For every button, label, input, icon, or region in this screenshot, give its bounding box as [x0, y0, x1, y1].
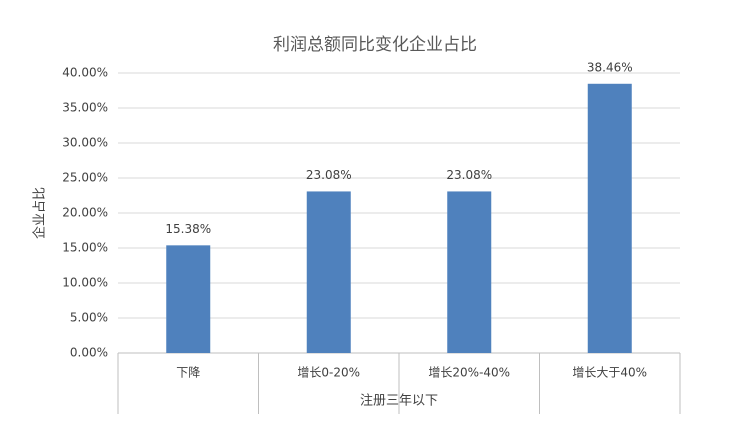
y-axis-label: 企业占比: [32, 187, 48, 239]
x-tick-label: 增长大于40%: [572, 366, 647, 380]
y-tick-label: 0.00%: [70, 346, 108, 360]
x-tick-label: 增长0-20%: [297, 366, 360, 380]
y-tick-label: 10.00%: [62, 276, 108, 290]
y-tick-label: 25.00%: [62, 171, 108, 185]
bar: [306, 191, 351, 353]
bar: [447, 191, 492, 353]
value-label: 38.46%: [587, 60, 633, 74]
y-tick-label: 40.00%: [62, 66, 108, 80]
value-label: 23.08%: [306, 168, 352, 182]
bar: [587, 83, 632, 353]
y-tick-label: 5.00%: [70, 311, 108, 325]
y-tick-label: 20.00%: [62, 206, 108, 220]
y-tick-label: 35.00%: [62, 101, 108, 115]
bar: [166, 245, 211, 353]
value-label: 15.38%: [165, 222, 211, 236]
y-tick-label: 15.00%: [62, 241, 108, 255]
y-tick-label: 30.00%: [62, 136, 108, 150]
x-tick-label: 下降: [176, 366, 200, 380]
x-tick-label: 增长20%-40%: [428, 366, 510, 380]
value-label: 23.08%: [446, 168, 492, 182]
chart-title: 利润总额同比变化企业占比: [273, 35, 477, 55]
